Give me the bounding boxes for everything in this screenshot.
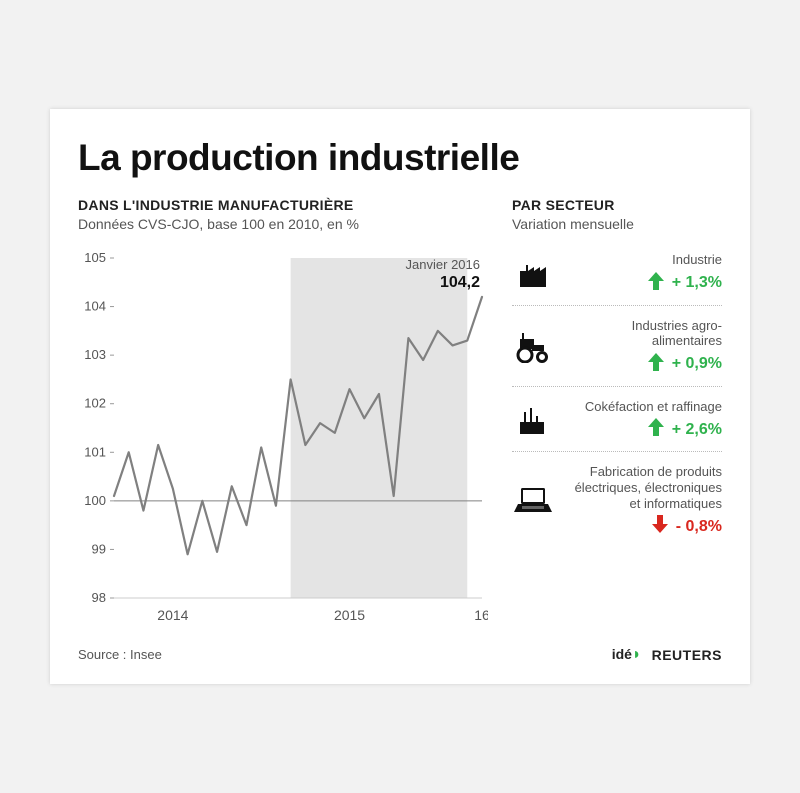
ide-text: idé xyxy=(612,646,632,662)
svg-text:98: 98 xyxy=(92,590,106,605)
right-heading: PAR SECTEUR xyxy=(512,197,722,213)
sector-label: Fabrication de produits électriques, éle… xyxy=(564,464,722,511)
sector-item: Cokéfaction et raffinage + 2,6% xyxy=(512,386,722,452)
columns: DANS L'INDUSTRIE MANUFACTURIÈRE Données … xyxy=(78,197,722,628)
sector-text: Industries agro-alimentaires + 0,9% xyxy=(564,318,722,376)
footer: Source : Insee idé◗ REUTERS xyxy=(78,646,722,664)
sector-label: Industries agro-alimentaires xyxy=(564,318,722,349)
laptop-icon xyxy=(512,486,554,516)
sector-text: Industrie + 1,3% xyxy=(564,252,722,295)
arrow-up-icon xyxy=(648,353,664,376)
sector-list: Industrie + 1,3% Industries agro-alimentai… xyxy=(512,240,722,548)
left-subheading: Données CVS-CJO, base 100 en 2010, en % xyxy=(78,215,488,234)
tractor-icon xyxy=(512,331,554,363)
infographic-card: La production industrielle DANS L'INDUST… xyxy=(50,109,750,684)
arrow-down-icon xyxy=(652,515,668,538)
svg-text:2014: 2014 xyxy=(157,607,188,623)
sector-label: Industrie xyxy=(564,252,722,268)
ide-logo: idé◗ xyxy=(612,646,642,664)
sector-value: - 0,8% xyxy=(676,518,722,536)
right-subheading: Variation mensuelle xyxy=(512,215,722,234)
svg-text:100: 100 xyxy=(84,493,106,508)
line-chart: 98 99 100 101 102 103 104 105 2014 2015 16 Janvier … xyxy=(78,248,488,628)
sector-item: Industries agro-alimentaires + 0,9% xyxy=(512,305,722,386)
sector-text: Fabrication de produits électriques, éle… xyxy=(564,464,722,538)
svg-text:99: 99 xyxy=(92,541,106,556)
main-title: La production industrielle xyxy=(78,137,722,179)
svg-text:101: 101 xyxy=(84,444,106,459)
svg-text:2015: 2015 xyxy=(334,607,365,623)
credits: idé◗ REUTERS xyxy=(612,646,722,664)
sector-value-row: - 0,8% xyxy=(564,515,722,538)
sector-value-row: + 0,9% xyxy=(564,353,722,376)
svg-text:16: 16 xyxy=(474,607,488,623)
sector-item: Industrie + 1,3% xyxy=(512,240,722,305)
svg-text:Janvier 2016: Janvier 2016 xyxy=(406,257,480,272)
sector-item: Fabrication de produits électriques, éle… xyxy=(512,451,722,548)
svg-text:103: 103 xyxy=(84,347,106,362)
sector-value-row: + 2,6% xyxy=(564,418,722,441)
reuters-logo: REUTERS xyxy=(652,647,722,663)
arrow-up-icon xyxy=(648,418,664,441)
sector-value: + 0,9% xyxy=(672,355,722,373)
left-heading: DANS L'INDUSTRIE MANUFACTURIÈRE xyxy=(78,197,488,213)
refinery-icon xyxy=(512,404,554,436)
svg-text:102: 102 xyxy=(84,396,106,411)
svg-text:104: 104 xyxy=(84,299,106,314)
svg-text:104,2: 104,2 xyxy=(440,274,480,291)
right-column: PAR SECTEUR Variation mensuelle Industri… xyxy=(512,197,722,628)
sector-value: + 2,6% xyxy=(672,421,722,439)
left-column: DANS L'INDUSTRIE MANUFACTURIÈRE Données … xyxy=(78,197,488,628)
arrow-up-icon xyxy=(648,272,664,295)
svg-text:105: 105 xyxy=(84,250,106,265)
sector-text: Cokéfaction et raffinage + 2,6% xyxy=(564,399,722,442)
sector-label: Cokéfaction et raffinage xyxy=(564,399,722,415)
sector-value-row: + 1,3% xyxy=(564,272,722,295)
chart-svg: 98 99 100 101 102 103 104 105 2014 2015 16 Janvier … xyxy=(78,248,488,628)
factory-icon xyxy=(512,257,554,289)
sector-value: + 1,3% xyxy=(672,274,722,292)
source-label: Source : Insee xyxy=(78,647,162,662)
ide-accent-icon: ◗ xyxy=(632,646,642,664)
